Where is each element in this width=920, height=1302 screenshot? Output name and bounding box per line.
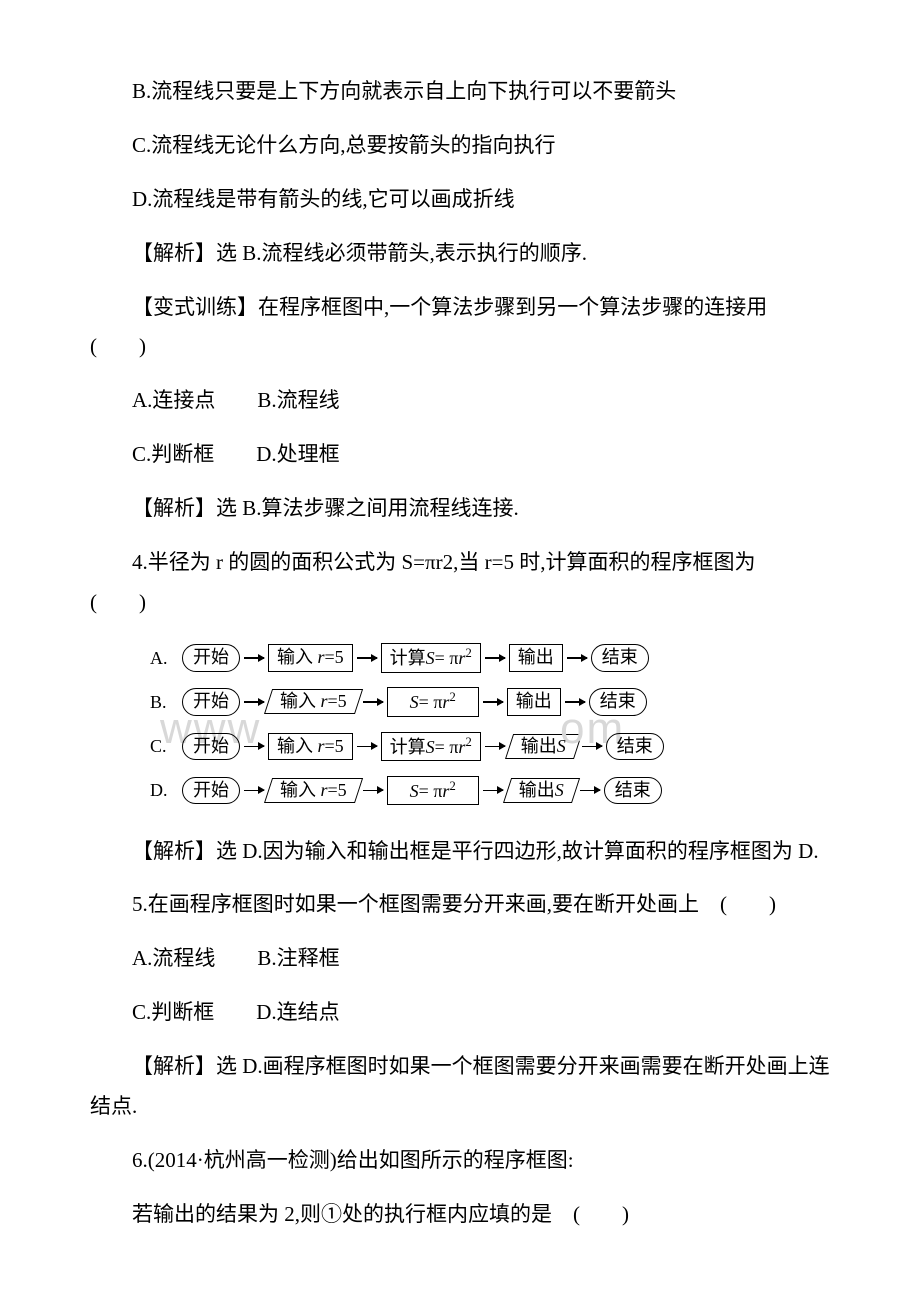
option-d: D.流程线是带有箭头的线,它可以画成折线 <box>90 180 830 220</box>
q6-followup: 若输出的结果为 2,则①处的执行框内应填的是 ( ) <box>90 1195 830 1235</box>
flow-row-a: A. 开始 输入 r=5 计算S= πr2 输出 结束 <box>150 641 830 675</box>
arrow-icon <box>357 657 377 659</box>
flowchart-start: 开始 <box>182 644 240 671</box>
arrow-icon <box>483 701 503 703</box>
arrow-icon <box>567 657 587 659</box>
q5-options-1: A.流程线 B.注释框 <box>90 939 830 979</box>
arrow-icon <box>244 746 264 748</box>
arrow-icon <box>485 746 505 748</box>
arrow-icon <box>244 657 264 659</box>
option-label-d: D. <box>150 773 178 807</box>
flowchart-end: 结束 <box>591 644 649 671</box>
option-c: C.流程线无论什么方向,总要按箭头的指向执行 <box>90 126 830 166</box>
flowchart-input-rect: 输入 r=5 <box>268 644 353 671</box>
option-label-b: B. <box>150 685 178 719</box>
option-b: B.流程线只要是上下方向就表示自上向下执行可以不要箭头 <box>90 72 830 112</box>
arrow-icon <box>483 790 503 792</box>
option-label-a: A. <box>150 641 178 675</box>
variant-answer: 【解析】选 B.算法步骤之间用流程线连接. <box>90 489 830 529</box>
flow-row-c: C. 开始 输入 r=5 计算S= πr2 输出S 结束 <box>150 729 830 763</box>
q4-answer: 【解析】选 D.因为输入和输出框是平行四边形,故计算面积的程序框图为 D. <box>90 832 830 872</box>
arrow-icon <box>485 657 505 659</box>
arrow-icon <box>357 746 377 748</box>
arrow-icon <box>363 701 383 703</box>
flowchart-output-rect: 输出 <box>507 688 561 715</box>
q4-stem: 4.半径为 r 的圆的面积公式为 S=πr2,当 r=5 时,计算面积的程序框图… <box>90 543 830 623</box>
arrow-icon <box>244 790 264 792</box>
arrow-icon <box>565 701 585 703</box>
variant-options-1: A.连接点 B.流程线 <box>90 381 830 421</box>
arrow-icon <box>363 790 383 792</box>
flowchart-assign: S= πr2 <box>387 776 479 805</box>
flowchart-assign: S= πr2 <box>387 687 479 716</box>
flowchart-calc: 计算S= πr2 <box>381 643 481 672</box>
flowchart-end: 结束 <box>589 688 647 715</box>
flowchart-input-para: 输入 r=5 <box>268 778 359 803</box>
flow-row-b: B. 开始 输入 r=5 S= πr2 输出 结束 <box>150 685 830 719</box>
flowchart-start: 开始 <box>182 777 240 804</box>
q4-diagram: www om A. 开始 输入 r=5 计算S= πr2 输出 结束 B. 开始… <box>90 641 830 808</box>
q5-answer: 【解析】选 D.画程序框图时如果一个框图需要分开来画需要在断开处画上连结点. <box>90 1047 830 1127</box>
variant-options-2: C.判断框 D.处理框 <box>90 435 830 475</box>
variant-question: 【变式训练】在程序框图中,一个算法步骤到另一个算法步骤的连接用 ( ) <box>90 288 830 368</box>
flowchart-start: 开始 <box>182 688 240 715</box>
flowchart-input-para: 输入 r=5 <box>268 689 359 714</box>
answer-1: 【解析】选 B.流程线必须带箭头,表示执行的顺序. <box>90 234 830 274</box>
q5-stem: 5.在画程序框图时如果一个框图需要分开来画,要在断开处画上 ( ) <box>90 885 830 925</box>
flowchart-output-rect: 输出 <box>509 644 563 671</box>
flowchart-end: 结束 <box>604 777 662 804</box>
flowchart-output-para: 输出S <box>509 734 578 759</box>
flowchart-input-rect: 输入 r=5 <box>268 733 353 760</box>
flowchart-start: 开始 <box>182 733 240 760</box>
flowchart-end: 结束 <box>606 733 664 760</box>
flowchart-output-para: 输出S <box>507 778 576 803</box>
q6-stem: 6.(2014·杭州高一检测)给出如图所示的程序框图: <box>90 1141 830 1181</box>
flow-row-d: D. 开始 输入 r=5 S= πr2 输出S 结束 <box>150 773 830 807</box>
q5-options-2: C.判断框 D.连结点 <box>90 993 830 1033</box>
flowchart-calc: 计算S= πr2 <box>381 732 481 761</box>
arrow-icon <box>580 790 600 792</box>
option-label-c: C. <box>150 729 178 763</box>
arrow-icon <box>582 746 602 748</box>
arrow-icon <box>244 701 264 703</box>
